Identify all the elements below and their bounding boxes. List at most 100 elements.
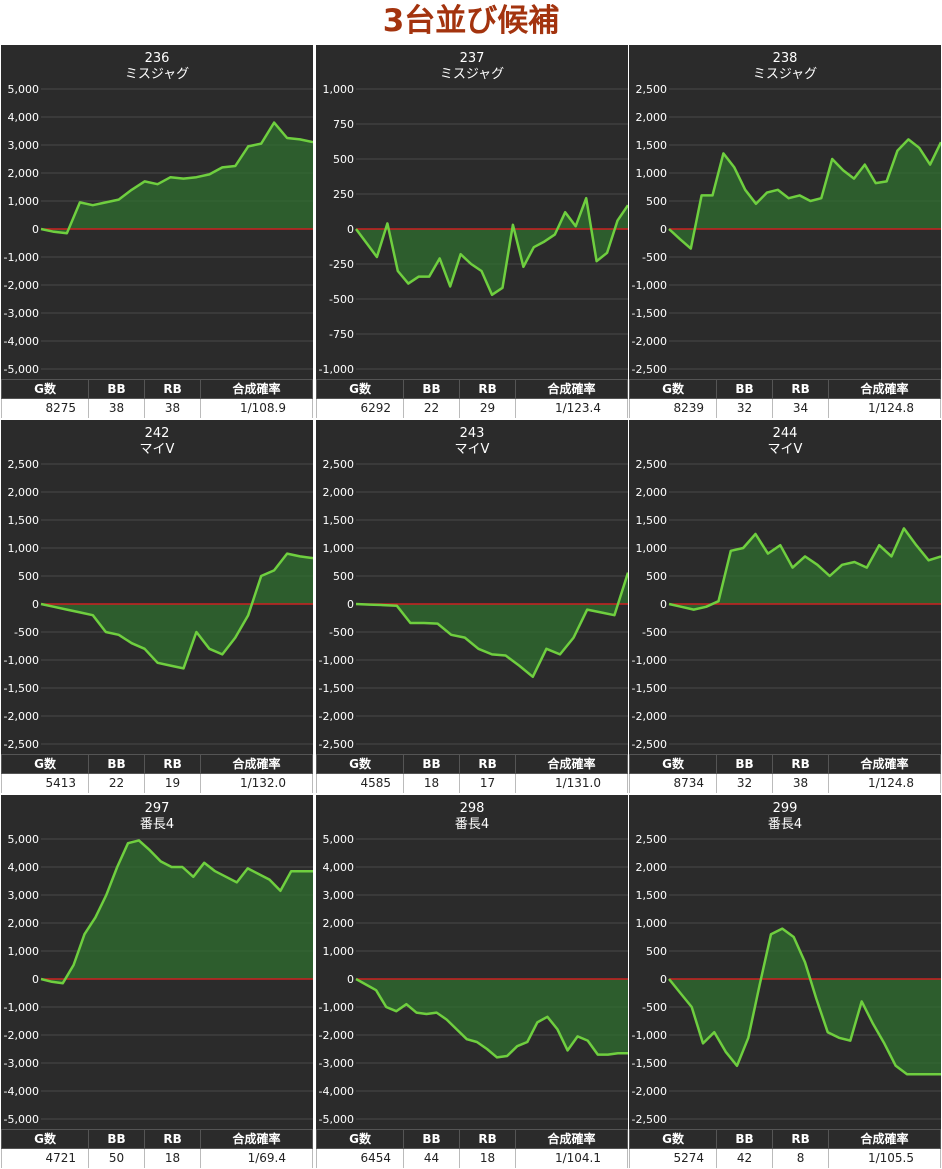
stats-header: RB bbox=[459, 754, 517, 774]
y-tick-label: -1,000 bbox=[632, 654, 667, 667]
y-tick-label: -1,000 bbox=[4, 251, 39, 264]
y-tick-label: -500 bbox=[642, 251, 667, 264]
stat-prob: 1/108.9 bbox=[200, 397, 313, 418]
series-area bbox=[669, 528, 941, 610]
stats-header: BB bbox=[88, 754, 146, 774]
stat-rb: 38 bbox=[772, 772, 830, 793]
y-tick-label: 250 bbox=[333, 188, 354, 201]
y-tick-label: 2,500 bbox=[636, 83, 668, 96]
y-tick-label: -750 bbox=[329, 328, 354, 341]
stats-header: BB bbox=[403, 379, 461, 399]
stats-header: BB bbox=[716, 754, 774, 774]
stats-header: BB bbox=[403, 1129, 461, 1149]
stat-games: 4585 bbox=[316, 772, 405, 793]
y-tick-label: -1,000 bbox=[632, 279, 667, 292]
y-tick-label: 2,500 bbox=[636, 458, 668, 471]
y-tick-label: 0 bbox=[32, 598, 39, 611]
stats-header: G数 bbox=[316, 754, 405, 774]
y-tick-label: 0 bbox=[347, 598, 354, 611]
y-tick-label: -3,000 bbox=[319, 1057, 354, 1070]
stats-table: G数 BB RB 合成確率 6454 44 18 1/104.1 bbox=[316, 1129, 628, 1168]
stat-bb: 22 bbox=[88, 772, 146, 793]
series-area bbox=[41, 840, 313, 984]
series-line bbox=[40, 839, 313, 985]
y-tick-label: -1,000 bbox=[632, 1029, 667, 1042]
stat-rb: 19 bbox=[144, 772, 202, 793]
y-tick-label: -5,000 bbox=[4, 1113, 39, 1126]
machine-name: 番長4 bbox=[768, 817, 802, 832]
series-area bbox=[356, 572, 628, 677]
y-tick-label: 2,000 bbox=[323, 917, 355, 930]
y-tick-label: 4,000 bbox=[8, 111, 40, 124]
stat-bb: 44 bbox=[403, 1147, 461, 1168]
stats-table: G数 BB RB 合成確率 8275 38 38 1/108.9 bbox=[1, 379, 313, 418]
stat-rb: 8 bbox=[772, 1147, 830, 1168]
stats-header: 合成確率 bbox=[828, 754, 941, 774]
y-tick-label: -1,000 bbox=[319, 363, 354, 376]
y-tick-label: 500 bbox=[646, 945, 667, 958]
machine-name: マイV bbox=[140, 442, 175, 457]
y-tick-label: -3,000 bbox=[4, 307, 39, 320]
stat-games: 5274 bbox=[629, 1147, 718, 1168]
y-tick-label: 1,500 bbox=[636, 889, 668, 902]
machine-name: マイV bbox=[455, 442, 490, 457]
y-tick-label: 4,000 bbox=[323, 861, 355, 874]
stats-table: G数 BB RB 合成確率 6292 22 29 1/123.4 bbox=[316, 379, 628, 418]
stat-games: 8734 bbox=[629, 772, 718, 793]
y-tick-label: 1,000 bbox=[636, 167, 668, 180]
y-tick-label: 2,000 bbox=[636, 861, 668, 874]
machine-name: 番長4 bbox=[455, 817, 489, 832]
stats-header: RB bbox=[772, 1129, 830, 1149]
series-line bbox=[40, 121, 313, 235]
y-tick-label: 1,000 bbox=[636, 542, 668, 555]
stat-games: 5413 bbox=[1, 772, 90, 793]
stat-rb: 29 bbox=[459, 397, 517, 418]
machine-number: 244 bbox=[773, 426, 798, 441]
machine-number: 297 bbox=[145, 801, 170, 816]
stats-header: RB bbox=[144, 754, 202, 774]
y-tick-label: 0 bbox=[32, 223, 39, 236]
series-area bbox=[356, 198, 628, 295]
y-tick-label: 2,000 bbox=[636, 111, 668, 124]
stat-rb: 17 bbox=[459, 772, 517, 793]
machine-number: 299 bbox=[773, 801, 798, 816]
stats-header: G数 bbox=[1, 1129, 90, 1149]
y-tick-label: -2,500 bbox=[632, 1113, 667, 1126]
y-tick-label: 500 bbox=[333, 570, 354, 583]
y-tick-label: -1,500 bbox=[632, 682, 667, 695]
chart-panel-236: 236 ミスジャグ 5,000 4,000 3,000 2,000 1,000 0 -1,000… bbox=[1, 45, 313, 418]
y-tick-label: -2,500 bbox=[632, 738, 667, 751]
machine-name: 番長4 bbox=[140, 817, 174, 832]
stats-header: 合成確率 bbox=[515, 754, 628, 774]
stats-table: G数 BB RB 合成確率 5413 22 19 1/132.0 bbox=[1, 754, 313, 793]
chart-panel-297: 297 番長4 5,000 4,000 3,000 2,000 1,000 0 -1,000 -2… bbox=[1, 795, 313, 1168]
chart-panel-298: 298 番長4 5,000 4,000 3,000 2,000 1,000 0 -1,000 -2… bbox=[316, 795, 628, 1168]
stat-bb: 32 bbox=[716, 397, 774, 418]
stats-header: G数 bbox=[629, 1129, 718, 1149]
stats-header: 合成確率 bbox=[828, 379, 941, 399]
y-tick-label: 1,000 bbox=[323, 542, 355, 555]
stat-prob: 1/131.0 bbox=[515, 772, 628, 793]
stats-header: 合成確率 bbox=[515, 1129, 628, 1149]
stats-header: RB bbox=[459, 1129, 517, 1149]
y-tick-label: 4,000 bbox=[8, 861, 40, 874]
stats-header: RB bbox=[772, 754, 830, 774]
y-tick-label: 2,000 bbox=[8, 486, 40, 499]
stats-header: 合成確率 bbox=[515, 379, 628, 399]
y-tick-label: 2,500 bbox=[8, 458, 40, 471]
y-tick-label: 2,500 bbox=[636, 833, 668, 846]
machine-number: 238 bbox=[773, 51, 798, 66]
machine-name: ミスジャグ bbox=[753, 67, 817, 82]
stat-bb: 18 bbox=[403, 772, 461, 793]
y-tick-label: 3,000 bbox=[8, 889, 40, 902]
stats-table: G数 BB RB 合成確率 8734 32 38 1/124.8 bbox=[629, 754, 941, 793]
machine-number: 236 bbox=[145, 51, 170, 66]
stats-header: BB bbox=[88, 379, 146, 399]
y-tick-label: -2,000 bbox=[4, 1029, 39, 1042]
stat-bb: 50 bbox=[88, 1147, 146, 1168]
y-tick-label: -2,500 bbox=[4, 738, 39, 751]
y-tick-label: -1,000 bbox=[4, 1001, 39, 1014]
y-tick-label: -5,000 bbox=[4, 363, 39, 376]
